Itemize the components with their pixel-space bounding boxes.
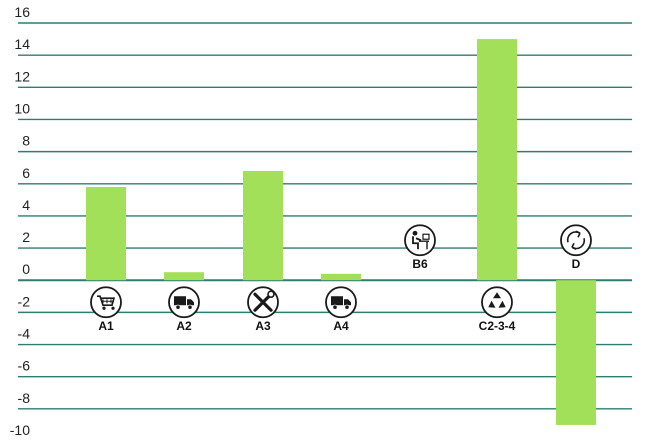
- recycle-icon: [481, 286, 513, 319]
- y-tick-label: -6: [18, 358, 31, 374]
- bar-a4: [321, 273, 361, 281]
- category-label-a2: A2: [176, 319, 192, 333]
- category-label-d: D: [572, 257, 581, 271]
- cycle-icon: [560, 224, 592, 257]
- bars: [86, 39, 596, 425]
- y-tick-label: 14: [14, 36, 30, 52]
- bar-c2-3-4: [477, 39, 517, 281]
- y-tick-label: -8: [18, 390, 31, 406]
- y-tick-label: -4: [18, 326, 31, 342]
- truck-icon: [168, 286, 200, 319]
- category-labels: A1 A2 A3 A4 B6 C2-3-4 D: [98, 257, 580, 333]
- y-tick-label: 6: [22, 165, 30, 181]
- y-tick-label: -2: [18, 293, 31, 309]
- bar-a1: [86, 186, 126, 281]
- y-axis-tick-labels: 16 14 12 10 8 6 4 2 0 -2 -4 -6 -8 -10: [10, 4, 30, 438]
- category-label-c2-3-4: C2-3-4: [479, 319, 516, 333]
- worker-desk-icon: [404, 224, 436, 257]
- y-tick-label: 10: [14, 100, 30, 116]
- category-icons: [90, 224, 592, 319]
- bar-d: [556, 280, 596, 425]
- grid-lines: [18, 22, 632, 410]
- truck-icon: [325, 286, 357, 319]
- cart-icon: [90, 286, 122, 319]
- category-label-a4: A4: [333, 319, 349, 333]
- y-tick-label: -10: [10, 422, 30, 438]
- bar-a3: [243, 170, 283, 281]
- y-tick-label: 4: [22, 197, 30, 213]
- category-label-a3: A3: [255, 319, 271, 333]
- tools-icon: [247, 286, 279, 319]
- y-tick-label: 8: [22, 133, 30, 149]
- y-tick-label: 0: [22, 261, 30, 277]
- category-label-a1: A1: [98, 319, 114, 333]
- bar-a2: [164, 272, 204, 281]
- y-tick-label: 12: [14, 68, 30, 84]
- y-tick-label: 16: [14, 4, 30, 20]
- y-tick-label: 2: [22, 229, 30, 245]
- category-label-b6: B6: [412, 257, 428, 271]
